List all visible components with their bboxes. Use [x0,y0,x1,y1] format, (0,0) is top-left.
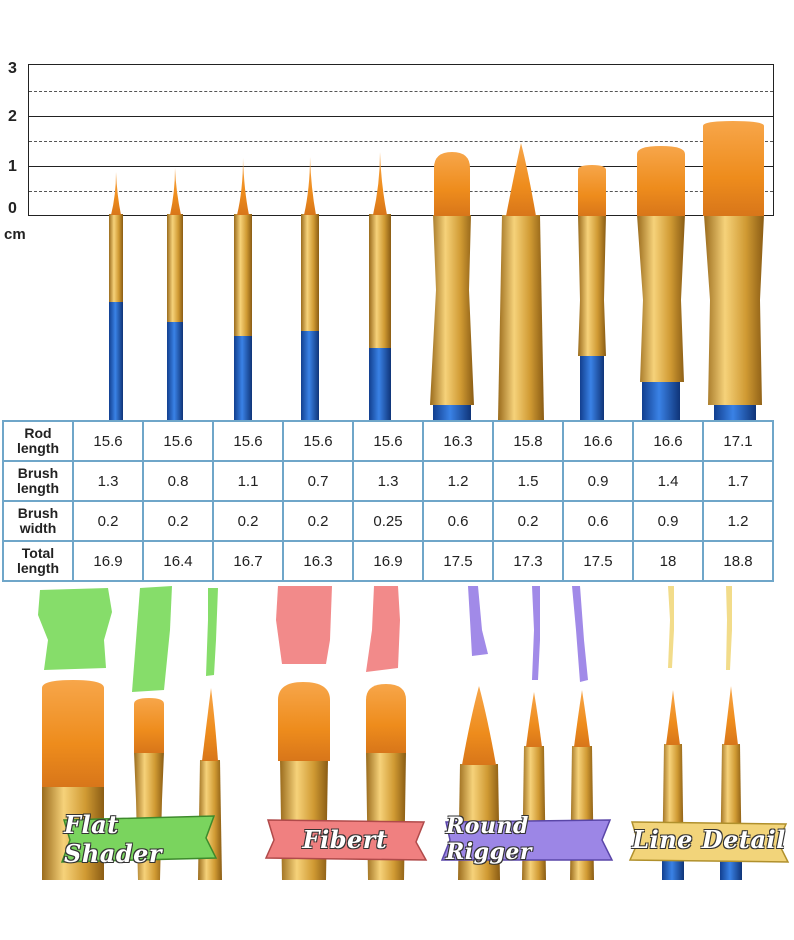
table-cell: 1.5 [492,460,564,502]
table-cell: 0.25 [352,500,424,542]
brush-round-1 [109,172,123,420]
table-cell: 16.3 [282,540,354,582]
table-cell: 15.6 [72,420,144,462]
flat-shader-label: Flat Shader [64,810,163,868]
table-row: Brush length 1.3 0.8 1.1 0.7 1.3 1.2 1.5 0.9 1.4 1… [2,460,774,502]
ruler-tick-0: 0 [8,200,17,217]
ruler-tick-3: 3 [8,60,17,77]
table-cell: 16.9 [352,540,424,582]
table-cell: 15.6 [282,420,354,462]
table-cell: 1.3 [72,460,144,502]
table-cell: 0.9 [632,500,704,542]
ruler-unit-label: cm [4,226,26,243]
table-cell: 0.9 [562,460,634,502]
brush-flat-10 [703,121,764,420]
brush-specs-table: Rod length 15.6 15.6 15.6 15.6 15.6 16.3 15.8 16… [2,420,774,582]
pink-paint-strokes [276,586,400,672]
green-paint-strokes [38,586,218,692]
table-row: Brush width 0.2 0.2 0.2 0.2 0.25 0.6 0.2 0.6 0.9 1… [2,500,774,542]
ruler-tick-1: 1 [8,158,17,175]
table-cell: 16.4 [142,540,214,582]
table-cell: 18 [632,540,704,582]
table-cell: 17.1 [702,420,774,462]
round-rigger-ribbon [440,819,614,861]
table-cell: 0.2 [282,500,354,542]
purple-paint-strokes [468,586,588,682]
measurement-ruler [28,64,774,216]
ruler-tick-2: 2 [8,108,17,125]
table-cell: 1.4 [632,460,704,502]
table-cell: 1.7 [702,460,774,502]
row-label: Total length [2,540,74,582]
table-cell: 16.7 [212,540,284,582]
table-cell: 0.2 [492,500,564,542]
table-row: Rod length 15.6 15.6 15.6 15.6 15.6 16.3 15.8 16… [2,420,774,462]
table-cell: 1.2 [702,500,774,542]
row-label: Rod length [2,420,74,462]
brush-filbert-6 [430,152,474,420]
table-row: Total length 16.9 16.4 16.7 16.3 16.9 17.5 17.3… [2,540,774,582]
table-cell: 0.6 [422,500,494,542]
table-cell: 0.2 [72,500,144,542]
round-rigger-label: Round Rigger [446,813,532,865]
yellow-paint-strokes [668,586,732,670]
table-cell: 15.6 [352,420,424,462]
table-cell: 16.3 [422,420,494,462]
table-cell: 1.2 [422,460,494,502]
flat-shader-ribbon [60,815,218,863]
table-cell: 1.3 [352,460,424,502]
brush-flat-8 [578,165,606,420]
line-detail-ribbon [628,821,790,863]
table-cell: 15.8 [492,420,564,462]
brush-round-5 [369,152,391,420]
table-cell: 0.2 [212,500,284,542]
brush-flat-9 [637,146,685,420]
brush-round-4 [301,157,319,420]
table-cell: 15.6 [212,420,284,462]
brush-round-2 [167,168,183,420]
table-cell: 16.6 [632,420,704,462]
table-cell: 17.3 [492,540,564,582]
brush-round-7 [498,143,544,420]
table-cell: 0.7 [282,460,354,502]
fibert-label: Fibert [302,824,388,854]
fibert-ribbon [264,819,428,861]
table-cell: 18.8 [702,540,774,582]
table-cell: 0.8 [142,460,214,502]
table-cell: 16.6 [562,420,634,462]
brush-round-3 [234,158,252,420]
table-cell: 17.5 [562,540,634,582]
table-cell: 16.9 [72,540,144,582]
table-cell: 0.6 [562,500,634,542]
table-cell: 0.2 [142,500,214,542]
row-label: Brush width [2,500,74,542]
table-cell: 1.1 [212,460,284,502]
line-detail-label: Line Detail [632,824,786,854]
table-cell: 15.6 [142,420,214,462]
row-label: Brush length [2,460,74,502]
table-cell: 17.5 [422,540,494,582]
